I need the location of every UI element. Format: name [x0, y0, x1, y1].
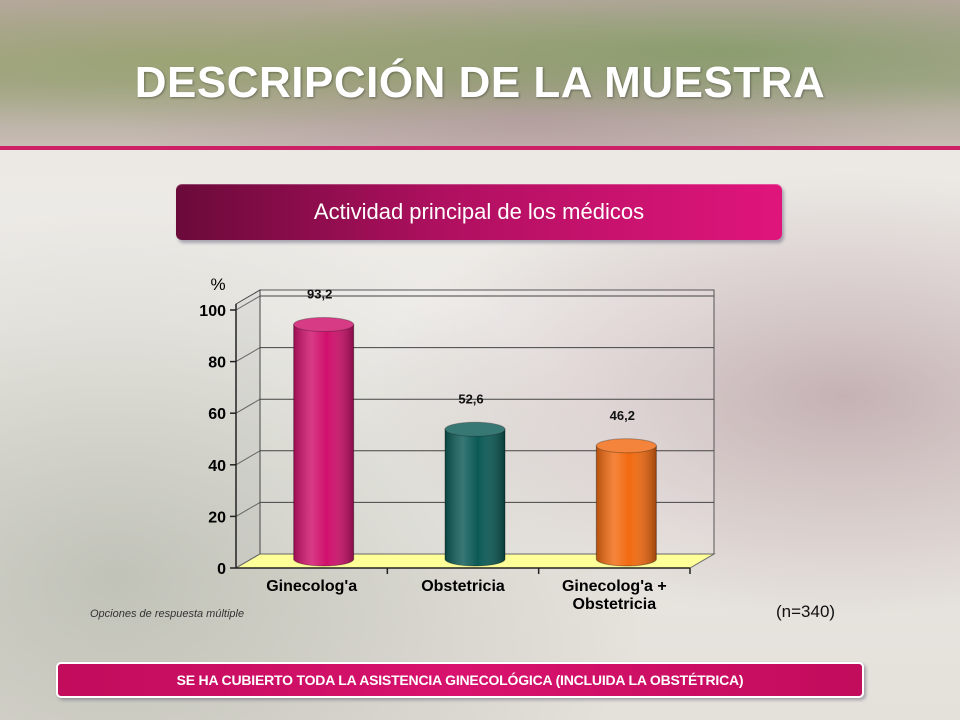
y-tick-label: 60: [208, 406, 226, 423]
x-tick-label: Obstetricia: [573, 596, 657, 613]
chart-title-banner: Actividad principal de los médicos: [176, 184, 782, 240]
bar: [444, 421, 506, 567]
page-title: DESCRIPCIÓN DE LA MUESTRA: [134, 58, 826, 107]
bar-top: [595, 438, 657, 454]
sample-size: (n=340): [776, 602, 836, 621]
bar-top-highlight: [445, 422, 505, 437]
bar-top: [444, 421, 506, 437]
bar-top-highlight: [596, 438, 657, 453]
data-label: 52,6: [458, 391, 483, 406]
y-tick-label: 0: [217, 561, 226, 578]
multiple-response-note: Opciones de respuesta múltiple: [90, 608, 245, 620]
gridline-side: [235, 501, 261, 517]
bar: [293, 317, 355, 567]
conclusion-banner: SE HA CUBIERTO TODA LA ASISTENCIA GINECO…: [56, 662, 864, 698]
bar-shading: [445, 429, 505, 566]
y-tick-label: 80: [208, 355, 226, 372]
bar: [595, 438, 657, 567]
header-accent-line: [0, 146, 960, 150]
x-tick-label: Ginecolog'a: [266, 578, 357, 595]
gridline-side: [235, 450, 261, 466]
y-tick-label: 20: [208, 509, 226, 526]
y-axis-label: %: [210, 275, 225, 294]
bar-shading: [293, 324, 354, 566]
bar-top: [293, 317, 355, 333]
gridline-side: [235, 295, 261, 311]
header-photo-background: [0, 0, 960, 148]
data-label: 46,2: [610, 408, 635, 423]
x-tick-label: Ginecolog'a +: [562, 578, 667, 595]
gridline-side: [235, 347, 261, 363]
y-tick-label: 40: [208, 458, 226, 475]
x-tick-label: Obstetricia: [421, 578, 505, 595]
gridline-side: [235, 398, 261, 414]
y-tick-label: 100: [199, 303, 226, 320]
bar-shading: [596, 445, 657, 566]
bar-top-highlight: [293, 317, 354, 332]
chart-side-wall: [235, 289, 261, 569]
data-label: 93,2: [307, 287, 332, 302]
